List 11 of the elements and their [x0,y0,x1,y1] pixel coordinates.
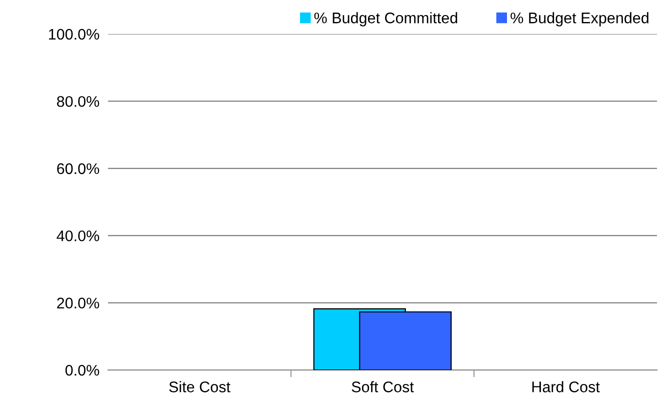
y-tick-label: 100.0% [49,28,100,40]
legend-label: % Budget Expended [510,12,648,26]
y-tick-label: 40.0% [56,230,100,242]
x-tick-label: Site Cost [169,381,230,392]
y-tick-label: 80.0% [57,96,100,107]
legend-label: % Budget Committed [314,12,458,26]
y-tick-label: 0.0% [65,364,100,376]
y-tick-label: 60.0% [57,163,100,174]
x-tick-label: Soft Cost [352,381,414,392]
x-tick-label: Hard Cost [532,381,600,392]
y-tick-label: 20.0% [57,298,100,308]
